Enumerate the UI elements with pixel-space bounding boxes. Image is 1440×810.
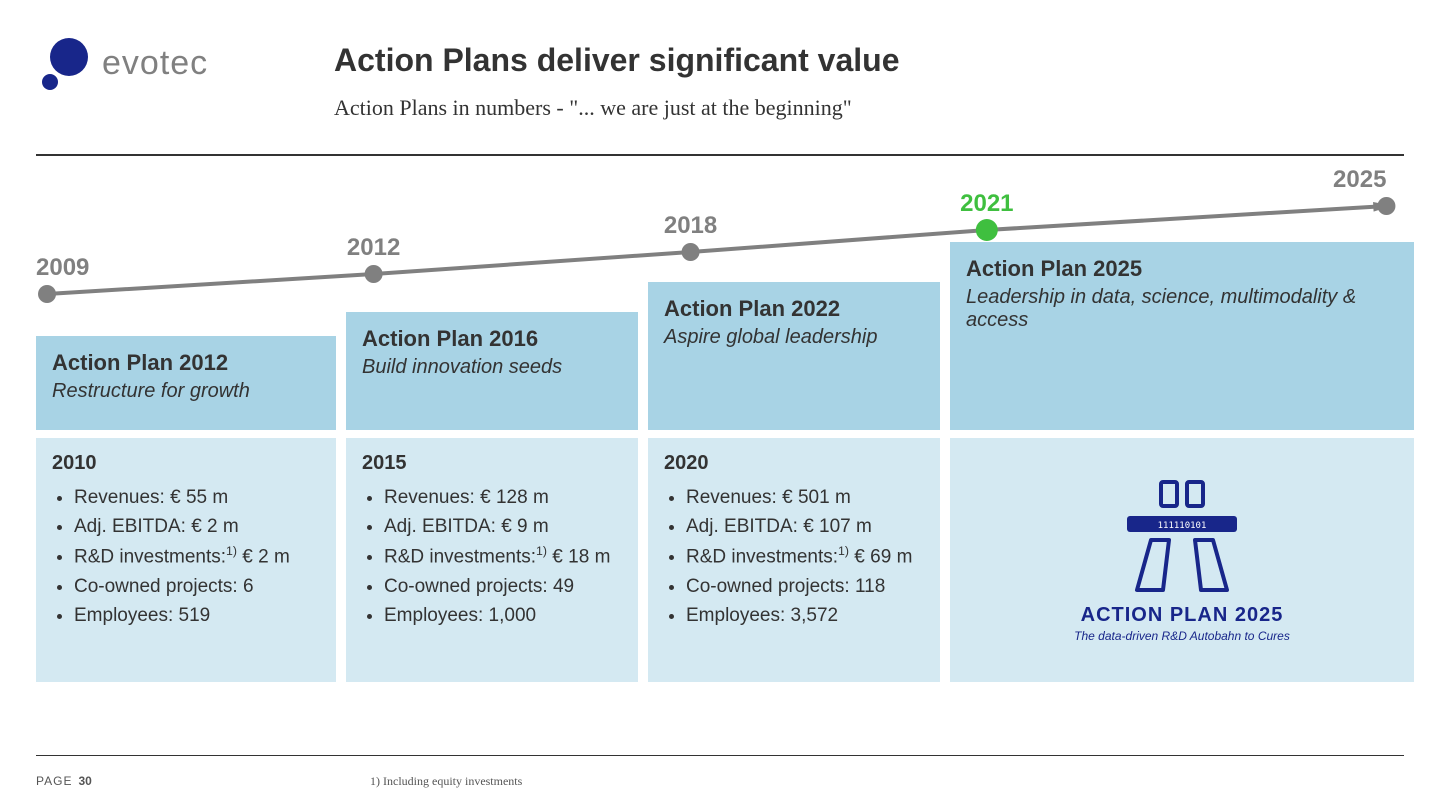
metric-item: Adj. EBITDA: € 2 m xyxy=(74,512,320,541)
page-number: 30 xyxy=(78,774,91,788)
timeline-year: 2012 xyxy=(347,234,400,262)
metric-item: R&D investments:1) € 18 m xyxy=(384,542,622,572)
plan-data-year: 2010 xyxy=(52,452,320,475)
plan-header: Action Plan 2025 Leadership in data, sci… xyxy=(950,242,1414,430)
footnote: 1) Including equity investments xyxy=(370,774,522,789)
page-title: Action Plans deliver significant value xyxy=(334,42,1400,79)
metric-item: Revenues: € 128 m xyxy=(384,483,622,512)
timeline: Action Plan 2012 Restructure for growth … xyxy=(36,170,1414,740)
plan-title: Action Plan 2022 xyxy=(664,296,924,322)
metric-item: R&D investments:1) € 2 m xyxy=(74,542,320,572)
plan-subtitle: Build innovation seeds xyxy=(362,356,622,379)
metric-item: Revenues: € 501 m xyxy=(686,483,924,512)
plan-title: Action Plan 2012 xyxy=(52,350,320,376)
plan-metrics: Revenues: € 501 mAdj. EBITDA: € 107 mR&D… xyxy=(664,483,924,631)
brand-name: evotec xyxy=(102,44,208,83)
plan-column-2016: Action Plan 2016 Build innovation seeds … xyxy=(346,298,638,682)
plan-data-year: 2015 xyxy=(362,452,622,475)
metric-item: Adj. EBITDA: € 107 m xyxy=(686,512,924,541)
svg-text:111110101: 111110101 xyxy=(1158,521,1207,531)
plan-column-2012: Action Plan 2012 Restructure for growth … xyxy=(36,298,336,682)
timeline-year: 2025 xyxy=(1333,166,1386,194)
plan-header: Action Plan 2022 Aspire global leadershi… xyxy=(648,282,940,430)
plan-body: 2015 Revenues: € 128 mAdj. EBITDA: € 9 m… xyxy=(346,438,638,682)
plan-metrics: Revenues: € 128 mAdj. EBITDA: € 9 mR&D i… xyxy=(362,483,622,631)
action-plan-2025-logo: 111110101 ACTION PLAN 2025 The data-driv… xyxy=(1074,476,1290,643)
plan-columns: Action Plan 2012 Restructure for growth … xyxy=(36,298,1414,682)
plan-subtitle: Aspire global leadership xyxy=(664,326,924,349)
plan-metrics: Revenues: € 55 mAdj. EBITDA: € 2 mR&D in… xyxy=(52,483,320,631)
metric-item: Revenues: € 55 m xyxy=(74,483,320,512)
timeline-year: 2018 xyxy=(664,212,717,240)
plan-header: Action Plan 2012 Restructure for growth xyxy=(36,336,336,430)
title-block: Action Plans deliver significant value A… xyxy=(334,42,1400,133)
metric-item: Employees: 3,572 xyxy=(686,601,924,630)
ap25-tagline: The data-driven R&D Autobahn to Cures xyxy=(1074,629,1290,643)
metric-item: Employees: 519 xyxy=(74,601,320,630)
autobahn-icon: 111110101 xyxy=(1097,476,1267,596)
plan-column-2022: Action Plan 2022 Aspire global leadershi… xyxy=(648,298,940,682)
timeline-year: 2009 xyxy=(36,254,89,282)
divider-bottom xyxy=(36,755,1404,756)
brand-logo-icon xyxy=(42,38,92,88)
plan-data-year: 2020 xyxy=(664,452,924,475)
plan-subtitle: Restructure for growth xyxy=(52,380,320,403)
plan-header: Action Plan 2016 Build innovation seeds xyxy=(346,312,638,430)
metric-item: Employees: 1,000 xyxy=(384,601,622,630)
footer: PAGE 30 1) Including equity investments xyxy=(36,774,1404,788)
page-label: PAGE xyxy=(36,774,72,788)
plan-title: Action Plan 2016 xyxy=(362,326,622,352)
page-subtitle: Action Plans in numbers - "... we are ju… xyxy=(334,95,1400,121)
divider-top xyxy=(36,154,1404,156)
plan-title: Action Plan 2025 xyxy=(966,256,1398,282)
metric-item: R&D investments:1) € 69 m xyxy=(686,542,924,572)
metric-item: Co-owned projects: 6 xyxy=(74,572,320,601)
metric-item: Adj. EBITDA: € 9 m xyxy=(384,512,622,541)
metric-item: Co-owned projects: 118 xyxy=(686,572,924,601)
metric-item: Co-owned projects: 49 xyxy=(384,572,622,601)
brand-logo: evotec xyxy=(42,38,208,88)
plan-subtitle: Leadership in data, science, multimodali… xyxy=(966,286,1398,332)
timeline-year: 2021 xyxy=(960,190,1013,218)
plan-body: 2010 Revenues: € 55 mAdj. EBITDA: € 2 mR… xyxy=(36,438,336,682)
ap25-title: ACTION PLAN 2025 xyxy=(1074,604,1290,627)
plan-body: 2020 Revenues: € 501 mAdj. EBITDA: € 107… xyxy=(648,438,940,682)
plan-body: 111110101 ACTION PLAN 2025 The data-driv… xyxy=(950,438,1414,682)
plan-column-2025: Action Plan 2025 Leadership in data, sci… xyxy=(950,298,1414,682)
